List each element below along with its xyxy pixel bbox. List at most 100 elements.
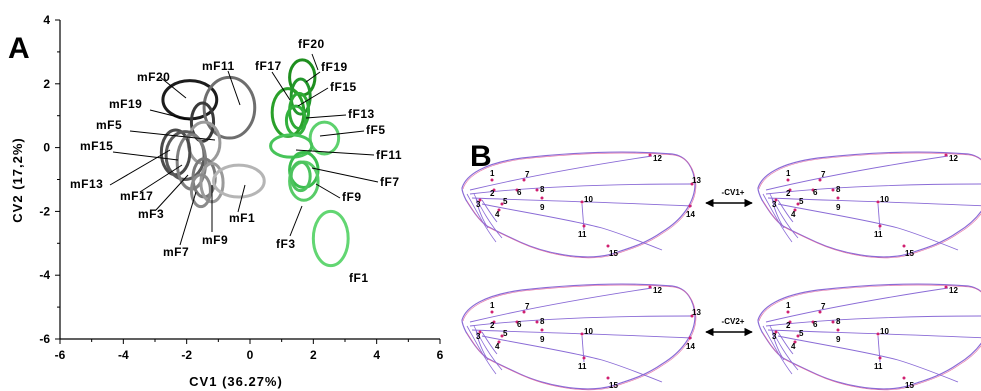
landmark-12-wing-3: 12 <box>653 286 662 295</box>
landmark-2-wing-3: 2 <box>490 321 495 330</box>
landmark-10-wing-3: 10 <box>584 327 593 336</box>
landmark-4-wing-1: 4 <box>495 210 500 219</box>
leader-mf15 <box>112 151 179 161</box>
leader-ff11 <box>295 149 375 156</box>
ellipse-ff11 <box>269 133 314 159</box>
panel-a-letter: A <box>8 32 30 65</box>
landmark-6-wing-4: 6 <box>813 320 818 329</box>
leader-mf19 <box>149 109 191 121</box>
landmark-12-wing-4: 12 <box>949 286 958 295</box>
landmark-1-wing-1: 1 <box>490 169 495 178</box>
y-tick-label: 4 <box>43 13 50 27</box>
leader-mf20 <box>159 76 187 99</box>
landmark-3-wing-4: 3 <box>772 332 777 341</box>
leader-mf1 <box>237 184 246 213</box>
wing-bottom-right <box>757 283 981 391</box>
label-mf19: mF19 <box>109 97 142 111</box>
x-tick-label: -2 <box>181 348 192 362</box>
y-tick-label: 0 <box>43 141 50 155</box>
cv1-label: -CV1+ <box>722 188 745 197</box>
panel-b-letter: B <box>470 140 492 173</box>
label-ff1: fF1 <box>349 271 369 285</box>
landmark-11-wing-2: 11 <box>874 230 883 239</box>
landmark-9-wing-2: 9 <box>836 203 841 212</box>
landmark-10-wing-2: 10 <box>880 195 889 204</box>
landmark-labels: 1234567891011121314151234567891011121512… <box>476 154 958 390</box>
landmark-7-wing-3: 7 <box>525 302 530 311</box>
landmark-11-wing-3: 11 <box>578 362 587 371</box>
landmark-10-wing-4: 10 <box>880 327 889 336</box>
leader-mf5 <box>129 130 216 141</box>
landmark-1-wing-3: 1 <box>490 301 495 310</box>
label-ff15: fF15 <box>330 80 357 94</box>
label-leaders <box>109 53 379 246</box>
ellipse-mf7 <box>189 173 212 209</box>
landmark-11-wing-4: 11 <box>874 362 883 371</box>
wing-bottom-left <box>461 283 697 391</box>
landmark-15-wing-3: 15 <box>609 381 618 390</box>
y-axis-label: CV2 (17,2%) <box>10 137 25 222</box>
leader-mf11 <box>227 70 241 106</box>
ellipse-mf1 <box>212 163 266 199</box>
leader-ff19 <box>305 71 321 83</box>
landmark-7-wing-1: 7 <box>525 170 530 179</box>
leader-ff5 <box>319 130 365 137</box>
x-tick-label: -4 <box>118 348 129 362</box>
y-tick-label: 2 <box>43 77 50 91</box>
landmark-12-wing-2: 12 <box>949 154 958 163</box>
ellipse-ff7 <box>288 150 320 189</box>
landmark-5-wing-2: 5 <box>799 197 804 206</box>
label-ff5: fF5 <box>366 123 386 137</box>
label-mf17: mF17 <box>120 189 153 203</box>
leader-mf7 <box>179 191 197 246</box>
x-tick-label: 0 <box>247 348 254 362</box>
landmark-14-wing-1: 14 <box>686 210 695 219</box>
landmark-9-wing-1: 9 <box>540 203 545 212</box>
leader-mf3 <box>155 174 189 211</box>
x-tick-label: -6 <box>55 348 66 362</box>
landmark-5-wing-1: 5 <box>503 197 508 206</box>
label-mf20: mF20 <box>137 70 170 84</box>
wing-top-left <box>461 151 697 259</box>
landmark-3-wing-3: 3 <box>476 332 481 341</box>
wing-top-right <box>757 151 981 259</box>
landmark-11-wing-1: 11 <box>578 230 587 239</box>
landmark-3-wing-2: 3 <box>772 200 777 209</box>
ellipse-ff3 <box>289 160 312 193</box>
landmark-3-wing-1: 3 <box>476 200 481 209</box>
landmark-9-wing-4: 9 <box>836 335 841 344</box>
landmark-5-wing-3: 5 <box>503 329 508 338</box>
landmark-13-wing-1: 13 <box>692 176 701 185</box>
ellipse-mf19 <box>189 101 216 143</box>
label-mf5: mF5 <box>96 118 122 132</box>
label-mf7: mF7 <box>163 245 189 259</box>
landmark-14-wing-3: 14 <box>686 342 695 351</box>
x-tick-label: 4 <box>373 348 380 362</box>
landmark-6-wing-1: 6 <box>517 188 522 197</box>
label-ff9: fF9 <box>342 190 362 204</box>
landmark-15-wing-4: 15 <box>905 381 914 390</box>
landmark-5-wing-4: 5 <box>799 329 804 338</box>
label-ff13: fF13 <box>348 107 375 121</box>
label-ff17: fF17 <box>255 59 282 73</box>
label-ff19: fF19 <box>321 60 348 74</box>
landmark-12-wing-1: 12 <box>653 154 662 163</box>
landmark-1-wing-2: 1 <box>786 169 791 178</box>
landmark-8-wing-1: 8 <box>540 185 545 194</box>
leader-ff15 <box>297 87 329 107</box>
label-ff7: fF7 <box>380 175 400 189</box>
y-tick-label: -2 <box>39 204 50 218</box>
leader-ff3 <box>289 205 303 237</box>
landmark-8-wing-3: 8 <box>540 317 545 326</box>
ellipse-series <box>159 58 350 268</box>
landmark-2-wing-2: 2 <box>786 189 791 198</box>
ellipse-mf11 <box>202 75 257 140</box>
leader-ff7 <box>311 167 379 183</box>
label-mf9: mF9 <box>202 233 228 247</box>
x-tick-label: 6 <box>437 348 444 362</box>
leader-ff17 <box>271 71 291 101</box>
landmark-7-wing-4: 7 <box>821 302 826 311</box>
label-ff3: fF3 <box>276 237 296 251</box>
landmark-15-wing-2: 15 <box>905 249 914 258</box>
